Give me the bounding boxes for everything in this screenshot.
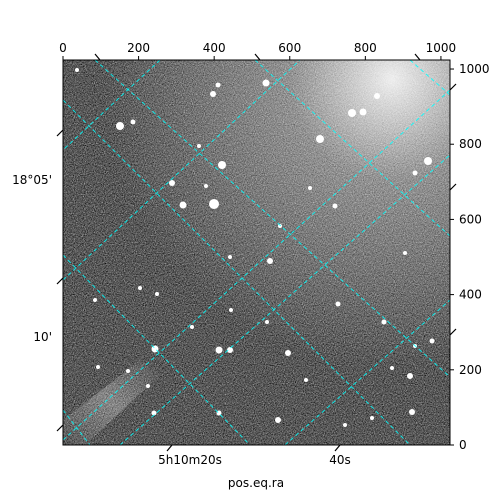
ra-tick-label-1: 5h10m20s bbox=[158, 453, 222, 467]
grid-line bbox=[63, 60, 301, 281]
star bbox=[316, 135, 324, 143]
world-tick bbox=[254, 53, 261, 61]
grid-line bbox=[63, 89, 450, 441]
world-tick bbox=[449, 183, 457, 191]
grid-line bbox=[63, 409, 91, 445]
grid-line bbox=[409, 60, 450, 96]
world-tick bbox=[56, 424, 64, 432]
star bbox=[267, 258, 273, 264]
star bbox=[374, 93, 380, 99]
pixel-axis-ticks: 0 200 400 600 800 1000 0 200 400 600 800 1000 bbox=[59, 41, 489, 452]
right-tick-label: 800 bbox=[459, 137, 482, 151]
world-tick bbox=[449, 328, 457, 336]
coordinate-grid bbox=[63, 60, 450, 445]
world-axis-ticks bbox=[56, 53, 457, 452]
star bbox=[343, 423, 347, 427]
star bbox=[285, 350, 291, 356]
star bbox=[262, 79, 270, 87]
sky-image bbox=[63, 60, 450, 445]
star bbox=[215, 82, 221, 88]
world-tick bbox=[56, 277, 64, 285]
star bbox=[332, 203, 338, 209]
star bbox=[197, 144, 201, 148]
star bbox=[228, 255, 232, 259]
star bbox=[179, 201, 187, 209]
grid-line bbox=[63, 254, 251, 445]
world-tick bbox=[166, 444, 173, 452]
right-tick-label: 600 bbox=[459, 212, 482, 226]
star bbox=[412, 170, 418, 176]
star bbox=[215, 346, 223, 354]
top-tick-label: 200 bbox=[127, 41, 150, 55]
top-tick-label: 800 bbox=[354, 41, 377, 55]
star bbox=[403, 251, 407, 255]
star bbox=[130, 119, 136, 125]
star bbox=[335, 301, 341, 307]
star bbox=[146, 384, 150, 388]
star bbox=[210, 91, 216, 97]
top-tick-label: 400 bbox=[203, 41, 226, 55]
star bbox=[265, 320, 269, 324]
grid-line bbox=[63, 60, 161, 151]
star bbox=[96, 365, 100, 369]
star bbox=[424, 157, 432, 165]
ra-tick-label-2: 40s bbox=[329, 453, 351, 467]
star-field bbox=[75, 68, 435, 427]
grid-line bbox=[94, 60, 450, 378]
plot-frame bbox=[62, 59, 451, 446]
star bbox=[151, 410, 157, 416]
top-tick-label: 0 bbox=[59, 41, 67, 55]
world-tick bbox=[94, 53, 101, 61]
star bbox=[75, 68, 79, 72]
top-tick-label: 1000 bbox=[426, 41, 457, 55]
star bbox=[218, 161, 226, 169]
star bbox=[227, 347, 233, 353]
star bbox=[370, 416, 374, 420]
star bbox=[116, 122, 124, 130]
star bbox=[190, 325, 194, 329]
star bbox=[429, 338, 435, 344]
world-tick bbox=[414, 53, 421, 61]
star bbox=[304, 378, 308, 382]
grid-line bbox=[254, 60, 450, 237]
star bbox=[348, 109, 356, 117]
star bbox=[138, 286, 142, 290]
grid-line bbox=[284, 299, 450, 445]
star bbox=[126, 369, 130, 373]
right-tick-label: 200 bbox=[459, 363, 482, 377]
grid-line bbox=[119, 154, 450, 445]
top-tick-label: 600 bbox=[278, 41, 301, 55]
world-tick bbox=[449, 83, 457, 91]
right-tick-label: 1000 bbox=[459, 62, 490, 76]
star bbox=[93, 298, 97, 302]
star bbox=[155, 292, 159, 296]
dec-tick-label-2: 10' bbox=[33, 330, 52, 344]
star bbox=[359, 108, 367, 116]
star bbox=[381, 319, 387, 325]
star bbox=[278, 224, 282, 228]
star bbox=[229, 308, 233, 312]
grid-line bbox=[63, 99, 411, 445]
star bbox=[407, 373, 413, 379]
x-axis-title: pos.eq.ra bbox=[228, 476, 284, 490]
star bbox=[209, 199, 219, 209]
right-tick-label: 400 bbox=[459, 288, 482, 302]
star bbox=[169, 180, 175, 186]
star bbox=[204, 184, 208, 188]
dec-tick-label-1: 18°05' bbox=[12, 173, 52, 187]
star bbox=[409, 409, 415, 415]
right-tick-label: 0 bbox=[459, 438, 467, 452]
star bbox=[275, 417, 281, 423]
star bbox=[390, 366, 394, 370]
world-tick bbox=[334, 444, 341, 452]
star bbox=[308, 186, 312, 190]
world-tick bbox=[56, 129, 64, 137]
